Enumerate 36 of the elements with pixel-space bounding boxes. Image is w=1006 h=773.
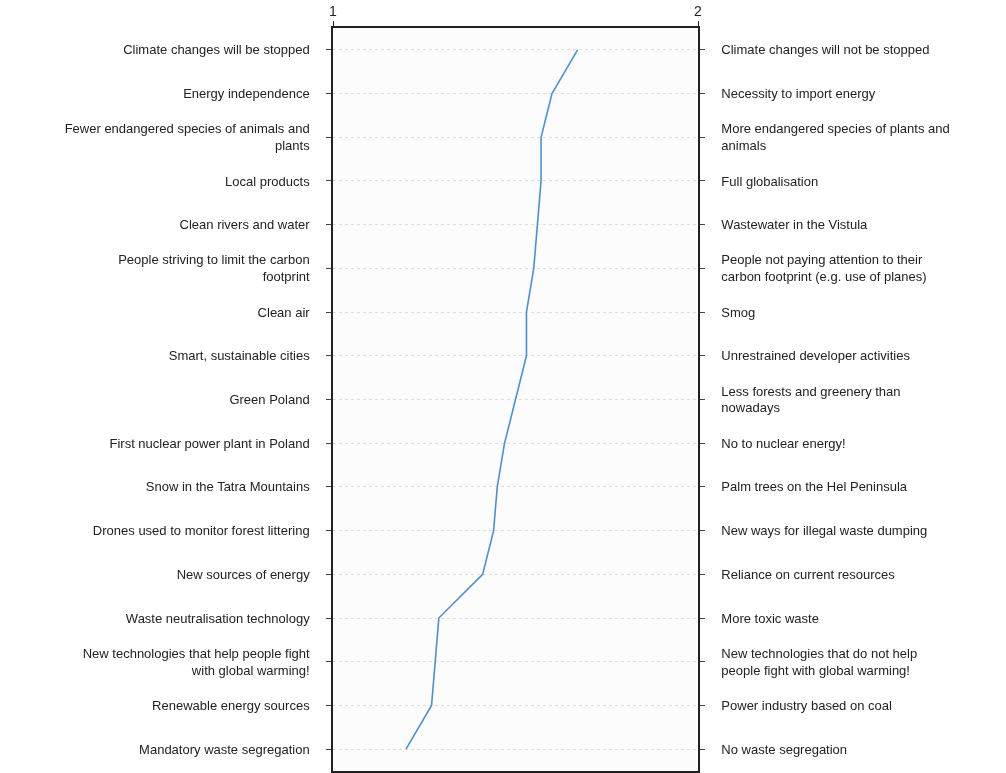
y-tick-label: Mandatory waste segregation bbox=[139, 741, 310, 757]
y2-tick-label: Climate changes will not be stopped bbox=[721, 42, 930, 58]
y-tick-label: Renewable energy sources bbox=[152, 697, 311, 713]
y-tick-label: Smart, sustainable cities bbox=[168, 348, 311, 364]
x-tick-label: 2 bbox=[694, 2, 703, 19]
y2-tick-label: Power industry based on coal bbox=[721, 697, 892, 713]
y-tick-label: Drones used to monitor forest littering bbox=[92, 523, 310, 539]
y-tick-label: Snow in the Tatra Mountains bbox=[145, 479, 311, 495]
y2-tick-label: Reliance on current resources bbox=[721, 566, 896, 582]
y-tick-label: People striving to limit the carbon footprint bbox=[118, 252, 311, 285]
x-tick-label: 1 bbox=[329, 2, 338, 19]
y2-tick-label: Necessity to import energy bbox=[721, 86, 876, 102]
y-tick-label: Fewer endangered species of animals and plants bbox=[64, 121, 311, 154]
y2-tick-label: No to nuclear energy! bbox=[721, 435, 846, 451]
y2-tick-label: New ways for illegal waste dumping bbox=[721, 523, 928, 539]
y-tick-label: Climate changes will be stopped bbox=[123, 42, 310, 58]
y-tick-label: New sources of energy bbox=[176, 566, 311, 582]
y-tick-label: Local products bbox=[225, 173, 311, 189]
y2-tick-label: Palm trees on the Hel Peninsula bbox=[721, 479, 908, 495]
y2-tick-label: New technologies that do not help people fight with global warming! bbox=[721, 645, 918, 678]
y2-tick-label: More endangered species of plants and animals bbox=[721, 121, 950, 154]
y-tick-label: Green Poland bbox=[229, 392, 310, 408]
y-tick-label: Clean rivers and water bbox=[179, 217, 311, 233]
y-tick-label: Energy independence bbox=[183, 86, 310, 102]
y-tick-label: Waste neutralisation technology bbox=[125, 610, 311, 626]
y-tick-label: First nuclear power plant in Poland bbox=[109, 435, 310, 451]
y2-tick-label: Less forests and greenery than nowadays bbox=[721, 383, 901, 416]
y-tick-label: New technologies that help people fight with global warming! bbox=[82, 645, 311, 678]
y2-tick-label: Wastewater in the Vistula bbox=[721, 217, 869, 233]
y2-tick-label: Full globalisation bbox=[721, 173, 819, 189]
y2-tick-label: People not paying attention to their carbon footprint (e.g. use of planes) bbox=[721, 252, 927, 285]
y2-tick-label: No waste segregation bbox=[721, 741, 848, 757]
y-tick-label: Clean air bbox=[257, 304, 311, 320]
y2-tick-label: More toxic waste bbox=[721, 610, 819, 626]
y2-tick-label: Smog bbox=[721, 304, 756, 320]
y2-tick-label: Unrestrained developer activities bbox=[721, 348, 911, 364]
